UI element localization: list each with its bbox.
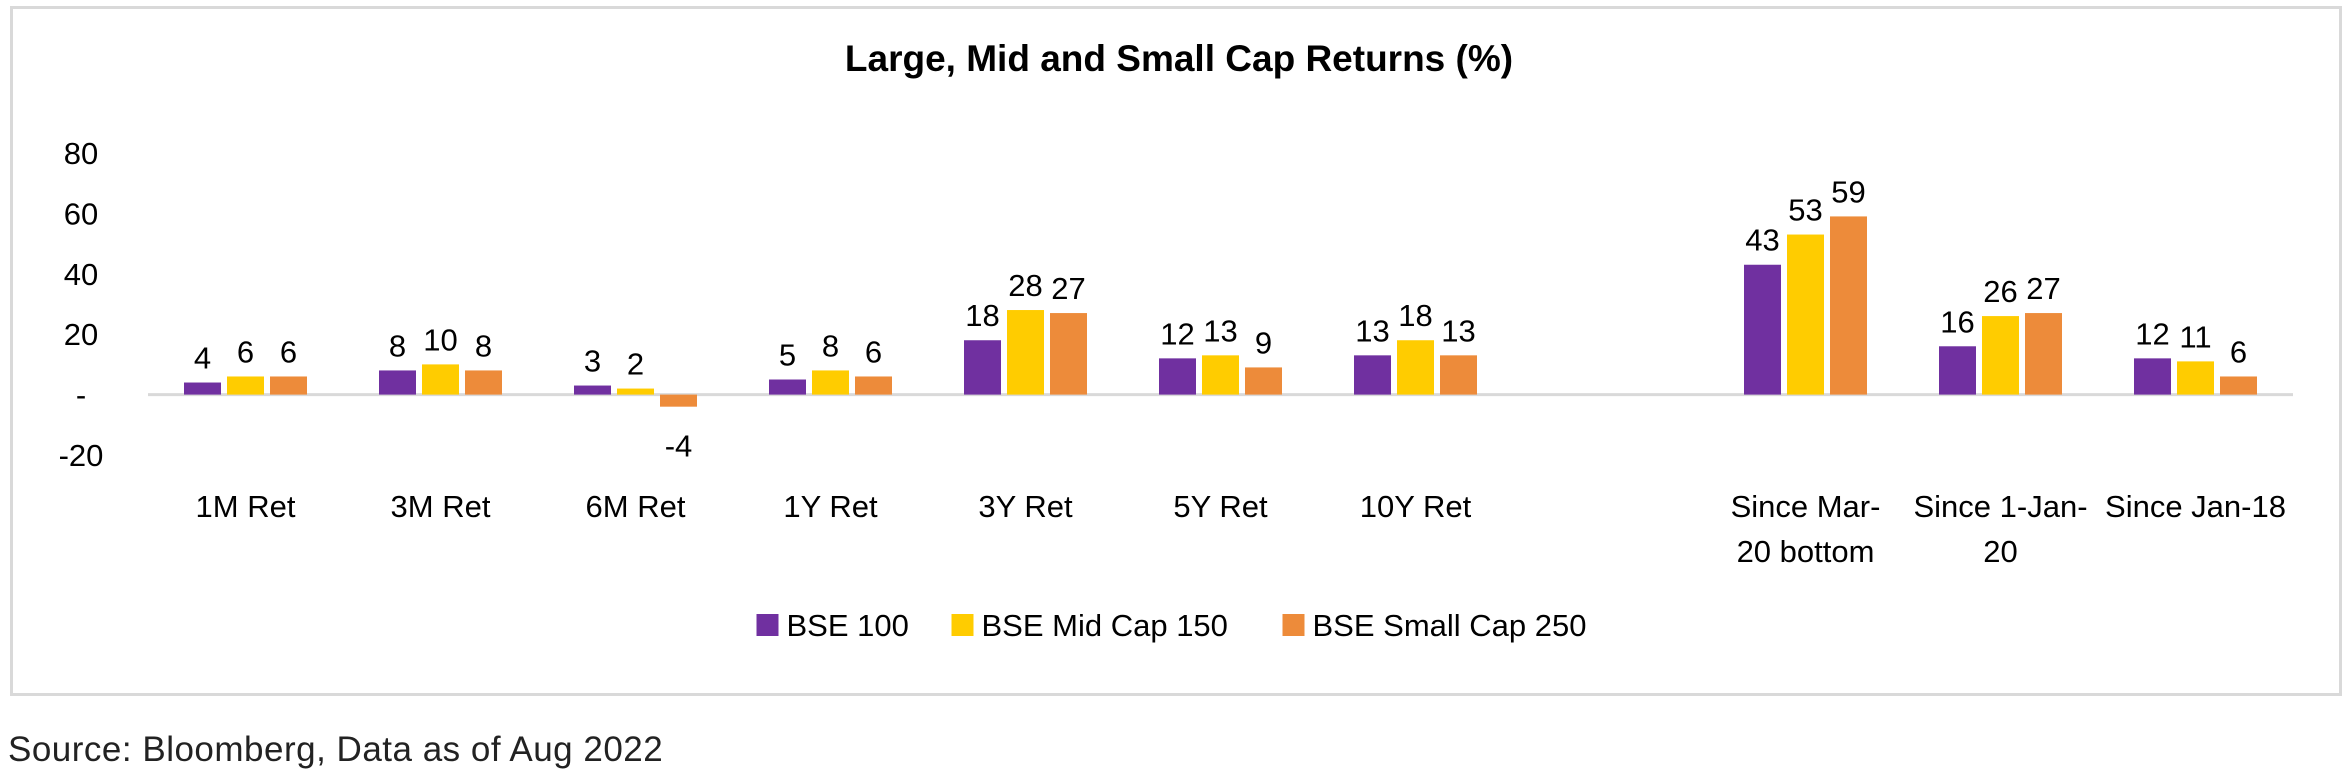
- bar-1-7: [1354, 355, 1391, 395]
- bar-1-11: [2134, 358, 2171, 395]
- bar-1-6: [1159, 358, 1196, 395]
- chart-title: Large, Mid and Small Cap Returns (%): [845, 38, 1513, 79]
- data-label: 8: [822, 328, 839, 363]
- data-label: 16: [1940, 304, 1974, 339]
- bar-2-1: [227, 376, 264, 395]
- data-label: 8: [389, 328, 406, 363]
- data-label: 8: [475, 328, 492, 363]
- data-label: 13: [1441, 313, 1475, 348]
- y-axis: 80 60 40 20 - -20: [59, 136, 104, 473]
- bars: [184, 216, 2257, 407]
- bar-1-10: [1939, 346, 1976, 395]
- data-label: 9: [1255, 325, 1272, 360]
- category-label: 3M Ret: [391, 489, 491, 524]
- legend-label-3: BSE Small Cap 250: [1313, 608, 1587, 643]
- bar-3-1: [270, 376, 307, 395]
- bar-3-2: [465, 370, 502, 395]
- category-label: 6M Ret: [586, 489, 686, 524]
- category-axis: 1M Ret 3M Ret 6M Ret 1Y Ret 3Y Ret 5Y Ret 10Y …: [196, 489, 2286, 569]
- category-label: 1M Ret: [196, 489, 296, 524]
- bar-1-9: [1744, 264, 1781, 395]
- bar-3-11: [2220, 376, 2257, 395]
- data-label: 26: [1983, 274, 2017, 309]
- bar-2-10: [1982, 316, 2019, 395]
- data-label: 12: [2135, 316, 2169, 351]
- legend-swatch-2: [951, 614, 974, 636]
- data-label: 59: [1831, 174, 1865, 209]
- bar-2-5: [1007, 310, 1044, 395]
- bar-2-7: [1397, 340, 1434, 395]
- source-note: Source: Bloomberg, Data as of Aug 2022: [8, 730, 664, 769]
- bar-3-9: [1830, 216, 1867, 395]
- data-label: 13: [1355, 313, 1389, 348]
- data-label: 6: [237, 334, 254, 369]
- bar-2-2: [422, 364, 459, 395]
- legend: BSE 100 BSE Mid Cap 150 BSE Small Cap 250: [756, 608, 1587, 643]
- data-label: 53: [1788, 193, 1822, 228]
- data-label: 4: [194, 341, 211, 376]
- data-label: 43: [1745, 223, 1779, 258]
- category-label: 20 bottom: [1737, 534, 1875, 569]
- category-label: Since 1-Jan-: [1913, 489, 2087, 524]
- category-label: Since Jan-18: [2105, 489, 2286, 524]
- bar-1-2: [379, 370, 416, 395]
- data-label: -4: [665, 429, 693, 464]
- data-label: 13: [1203, 313, 1237, 348]
- data-label: 6: [2230, 334, 2247, 369]
- bar-1-1: [184, 382, 221, 395]
- y-tick-label: 40: [64, 257, 98, 292]
- data-label: 6: [865, 334, 882, 369]
- chart-frame: Large, Mid and Small Cap Returns (%) 80 6…: [10, 6, 2342, 696]
- data-label: 12: [1160, 316, 1194, 351]
- category-label: 5Y Ret: [1173, 489, 1268, 524]
- data-label: 10: [423, 322, 457, 357]
- y-tick-label: 20: [64, 317, 98, 352]
- data-label: 18: [1398, 298, 1432, 333]
- data-label: 5: [779, 338, 796, 373]
- category-label: 20: [1983, 534, 2017, 569]
- data-label: 2: [627, 347, 644, 382]
- data-label: 27: [2026, 271, 2060, 306]
- bar-2-3: [617, 388, 654, 395]
- bar-3-5: [1050, 313, 1087, 395]
- data-label: 27: [1051, 271, 1085, 306]
- legend-label-2: BSE Mid Cap 150: [982, 608, 1228, 643]
- y-tick-label: 60: [64, 196, 98, 231]
- data-label: 6: [280, 334, 297, 369]
- category-label: Since Mar-: [1731, 489, 1881, 524]
- bar-2-11: [2177, 361, 2214, 395]
- bar-3-6: [1245, 367, 1282, 395]
- bar-1-3: [574, 385, 611, 395]
- legend-swatch-3: [1282, 614, 1305, 636]
- y-tick-label: -: [76, 378, 86, 413]
- bar-1-4: [769, 379, 806, 395]
- data-label: 18: [965, 298, 999, 333]
- bar-3-10: [2025, 313, 2062, 395]
- category-label: 3Y Ret: [978, 489, 1073, 524]
- data-label: 3: [584, 344, 601, 379]
- bar-2-9: [1787, 234, 1824, 395]
- category-label: 1Y Ret: [783, 489, 878, 524]
- bar-2-4: [812, 370, 849, 395]
- bar-3-4: [855, 376, 892, 395]
- bar-1-5: [964, 340, 1001, 395]
- bar-3-7: [1440, 355, 1477, 395]
- bar-2-6: [1202, 355, 1239, 395]
- category-label: 10Y Ret: [1360, 489, 1472, 524]
- bar-3-3: [660, 394, 697, 407]
- data-label: 11: [2179, 319, 2211, 354]
- legend-label-1: BSE 100: [787, 608, 909, 643]
- legend-swatch-1: [756, 614, 779, 636]
- y-tick-label: 80: [64, 136, 98, 171]
- y-tick-label: -20: [59, 438, 104, 473]
- data-label: 28: [1008, 268, 1042, 303]
- chart-svg: Large, Mid and Small Cap Returns (%) 80 6…: [59, 38, 2293, 643]
